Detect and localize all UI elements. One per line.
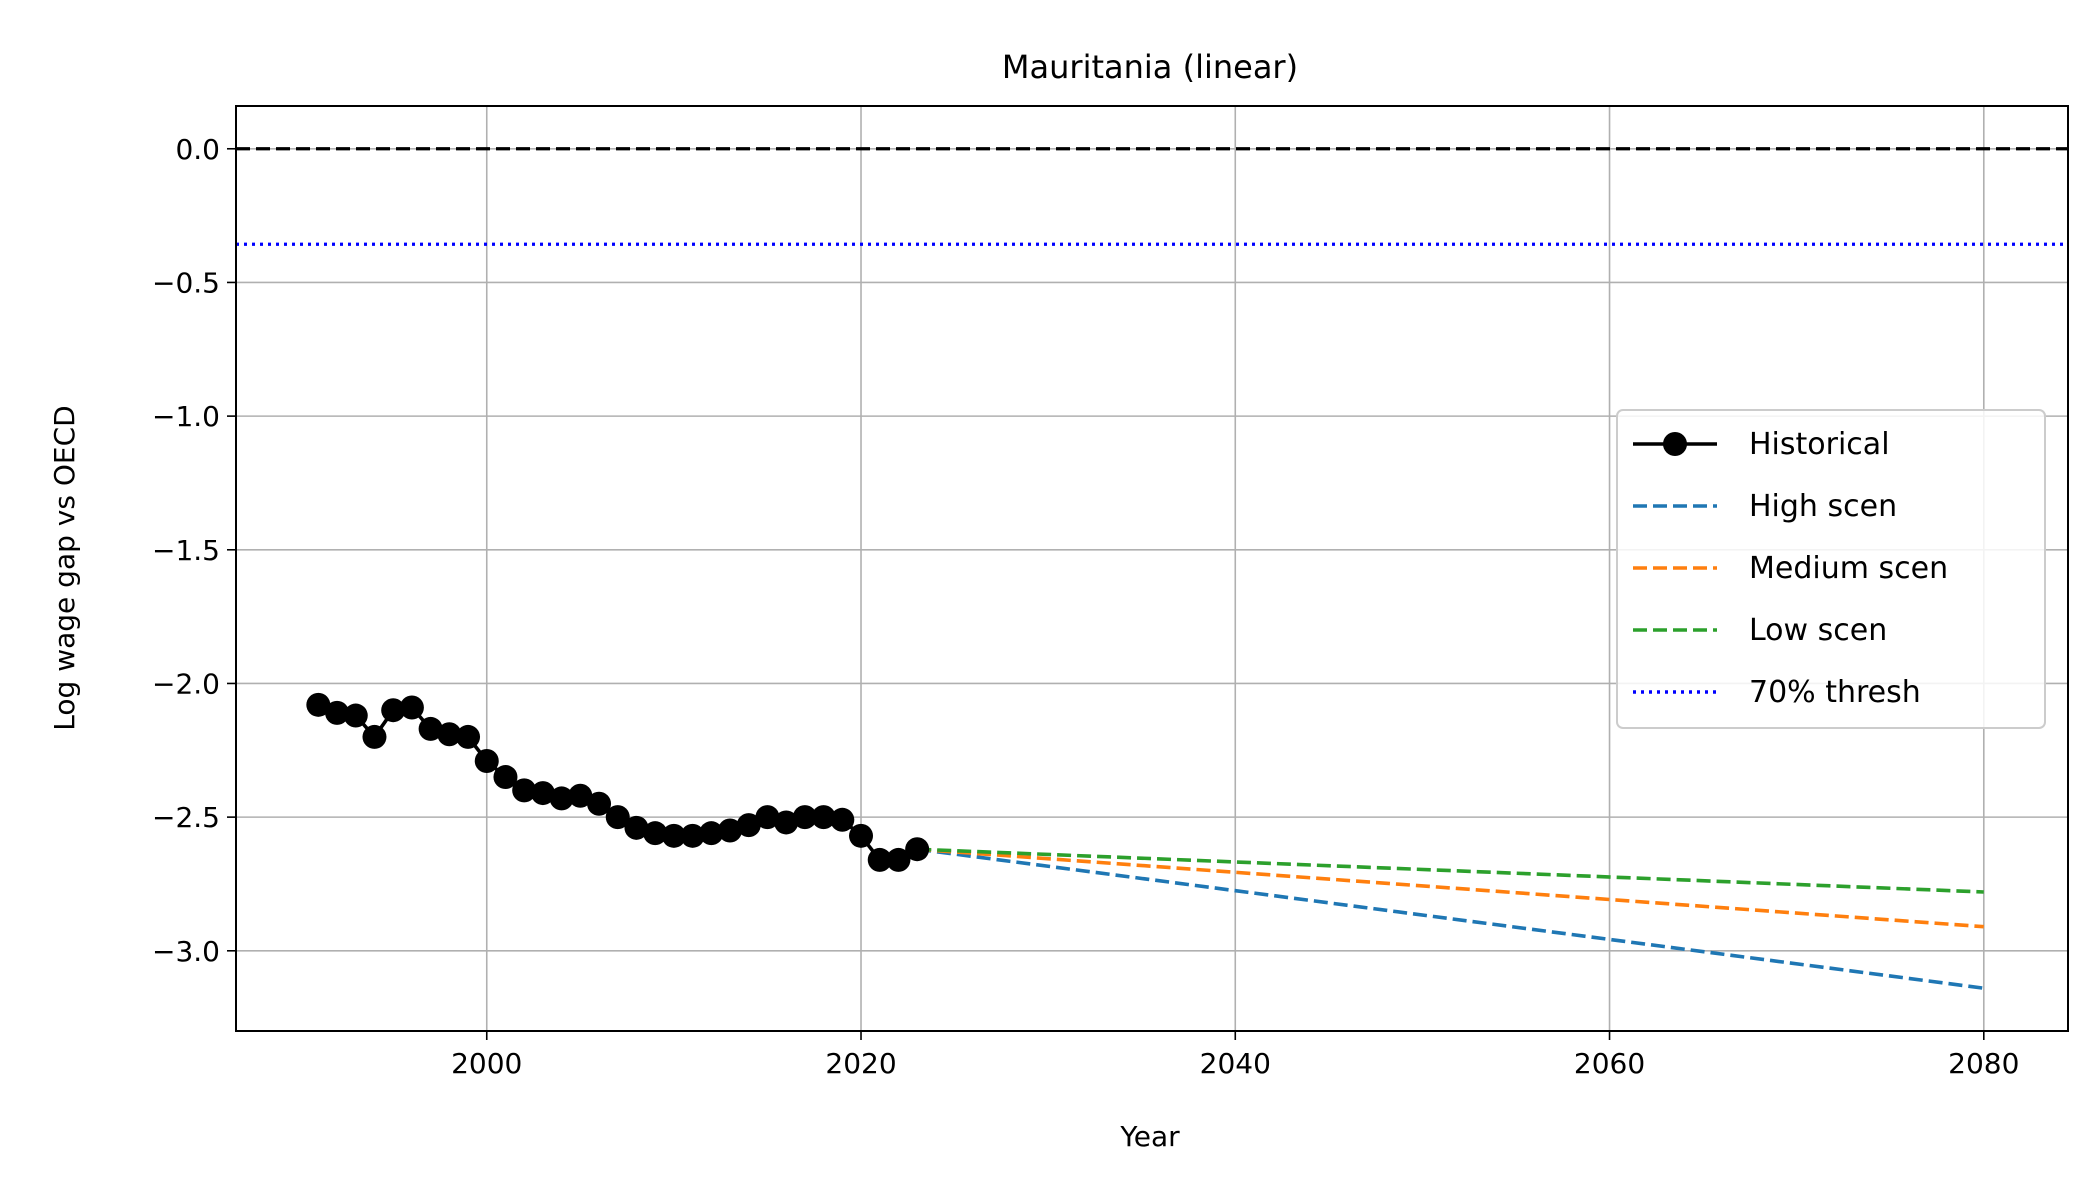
historical-point [680, 823, 705, 848]
historical-point [587, 791, 612, 816]
legend-box [1616, 409, 2046, 729]
historical-point [755, 805, 780, 830]
y-tick-label: −3.0 [152, 935, 220, 968]
historical-point [774, 810, 799, 835]
historical-point [325, 700, 350, 725]
y-axis-label: Log wage gap vs OECD [48, 405, 81, 730]
y-tick-label: 0.0 [175, 133, 220, 166]
historical-point [456, 724, 481, 749]
historical-point [568, 783, 593, 808]
historical-point [362, 724, 387, 749]
legend-label: Low scen [1749, 613, 1887, 648]
low-scen-line [917, 847, 1984, 894]
historical-point [886, 847, 911, 872]
historical-point [530, 781, 555, 806]
historical-point [418, 716, 443, 741]
historical-point [718, 818, 743, 843]
y-tick-label: −2.5 [152, 801, 220, 834]
historical-point [867, 847, 892, 872]
x-tick-label: 2040 [1200, 1047, 1271, 1080]
legend-label: 70% thresh [1749, 675, 1921, 710]
historical-point [399, 695, 424, 720]
historical-point [661, 823, 686, 848]
x-tick-label: 2020 [825, 1047, 896, 1080]
legend: Historical High scen Medium scen Low scen 70… [1616, 409, 2046, 729]
x-tick-label: 2000 [451, 1047, 522, 1080]
historical-point [512, 778, 537, 803]
historical-point [624, 815, 649, 840]
historical-point [493, 765, 518, 790]
historical-point [474, 748, 499, 773]
historical-point [905, 837, 930, 862]
legend-marker [1663, 432, 1687, 456]
historical-point [699, 821, 724, 846]
legend-label: Historical [1749, 427, 1890, 462]
historical-point [792, 805, 817, 830]
historical-point [306, 692, 331, 717]
chart-title: Mauritania (linear) [1002, 48, 1298, 86]
y-tick-label: −1.5 [152, 534, 220, 567]
y-tick-label: −0.5 [152, 266, 220, 299]
legend-label: High scen [1749, 489, 1897, 524]
historical-point [811, 805, 836, 830]
historical-point [849, 823, 874, 848]
historical-point [736, 813, 761, 838]
y-tick-label: −2.0 [152, 667, 220, 700]
medium-scen-line [917, 847, 1984, 929]
axes-frame [235, 105, 2069, 1032]
historical-point [549, 786, 574, 811]
historical-point [381, 698, 406, 723]
historical-point [343, 703, 368, 728]
y-tick-label: −1.0 [152, 400, 220, 433]
historical-point [437, 722, 462, 747]
historical-point [605, 805, 630, 830]
historical-point [830, 807, 855, 832]
x-axis-label: Year [1119, 1120, 1180, 1153]
legend-label: Medium scen [1749, 551, 1948, 586]
historical-point [643, 821, 668, 846]
x-tick-label: 2080 [1948, 1047, 2019, 1080]
x-tick-label: 2060 [1574, 1047, 1645, 1080]
